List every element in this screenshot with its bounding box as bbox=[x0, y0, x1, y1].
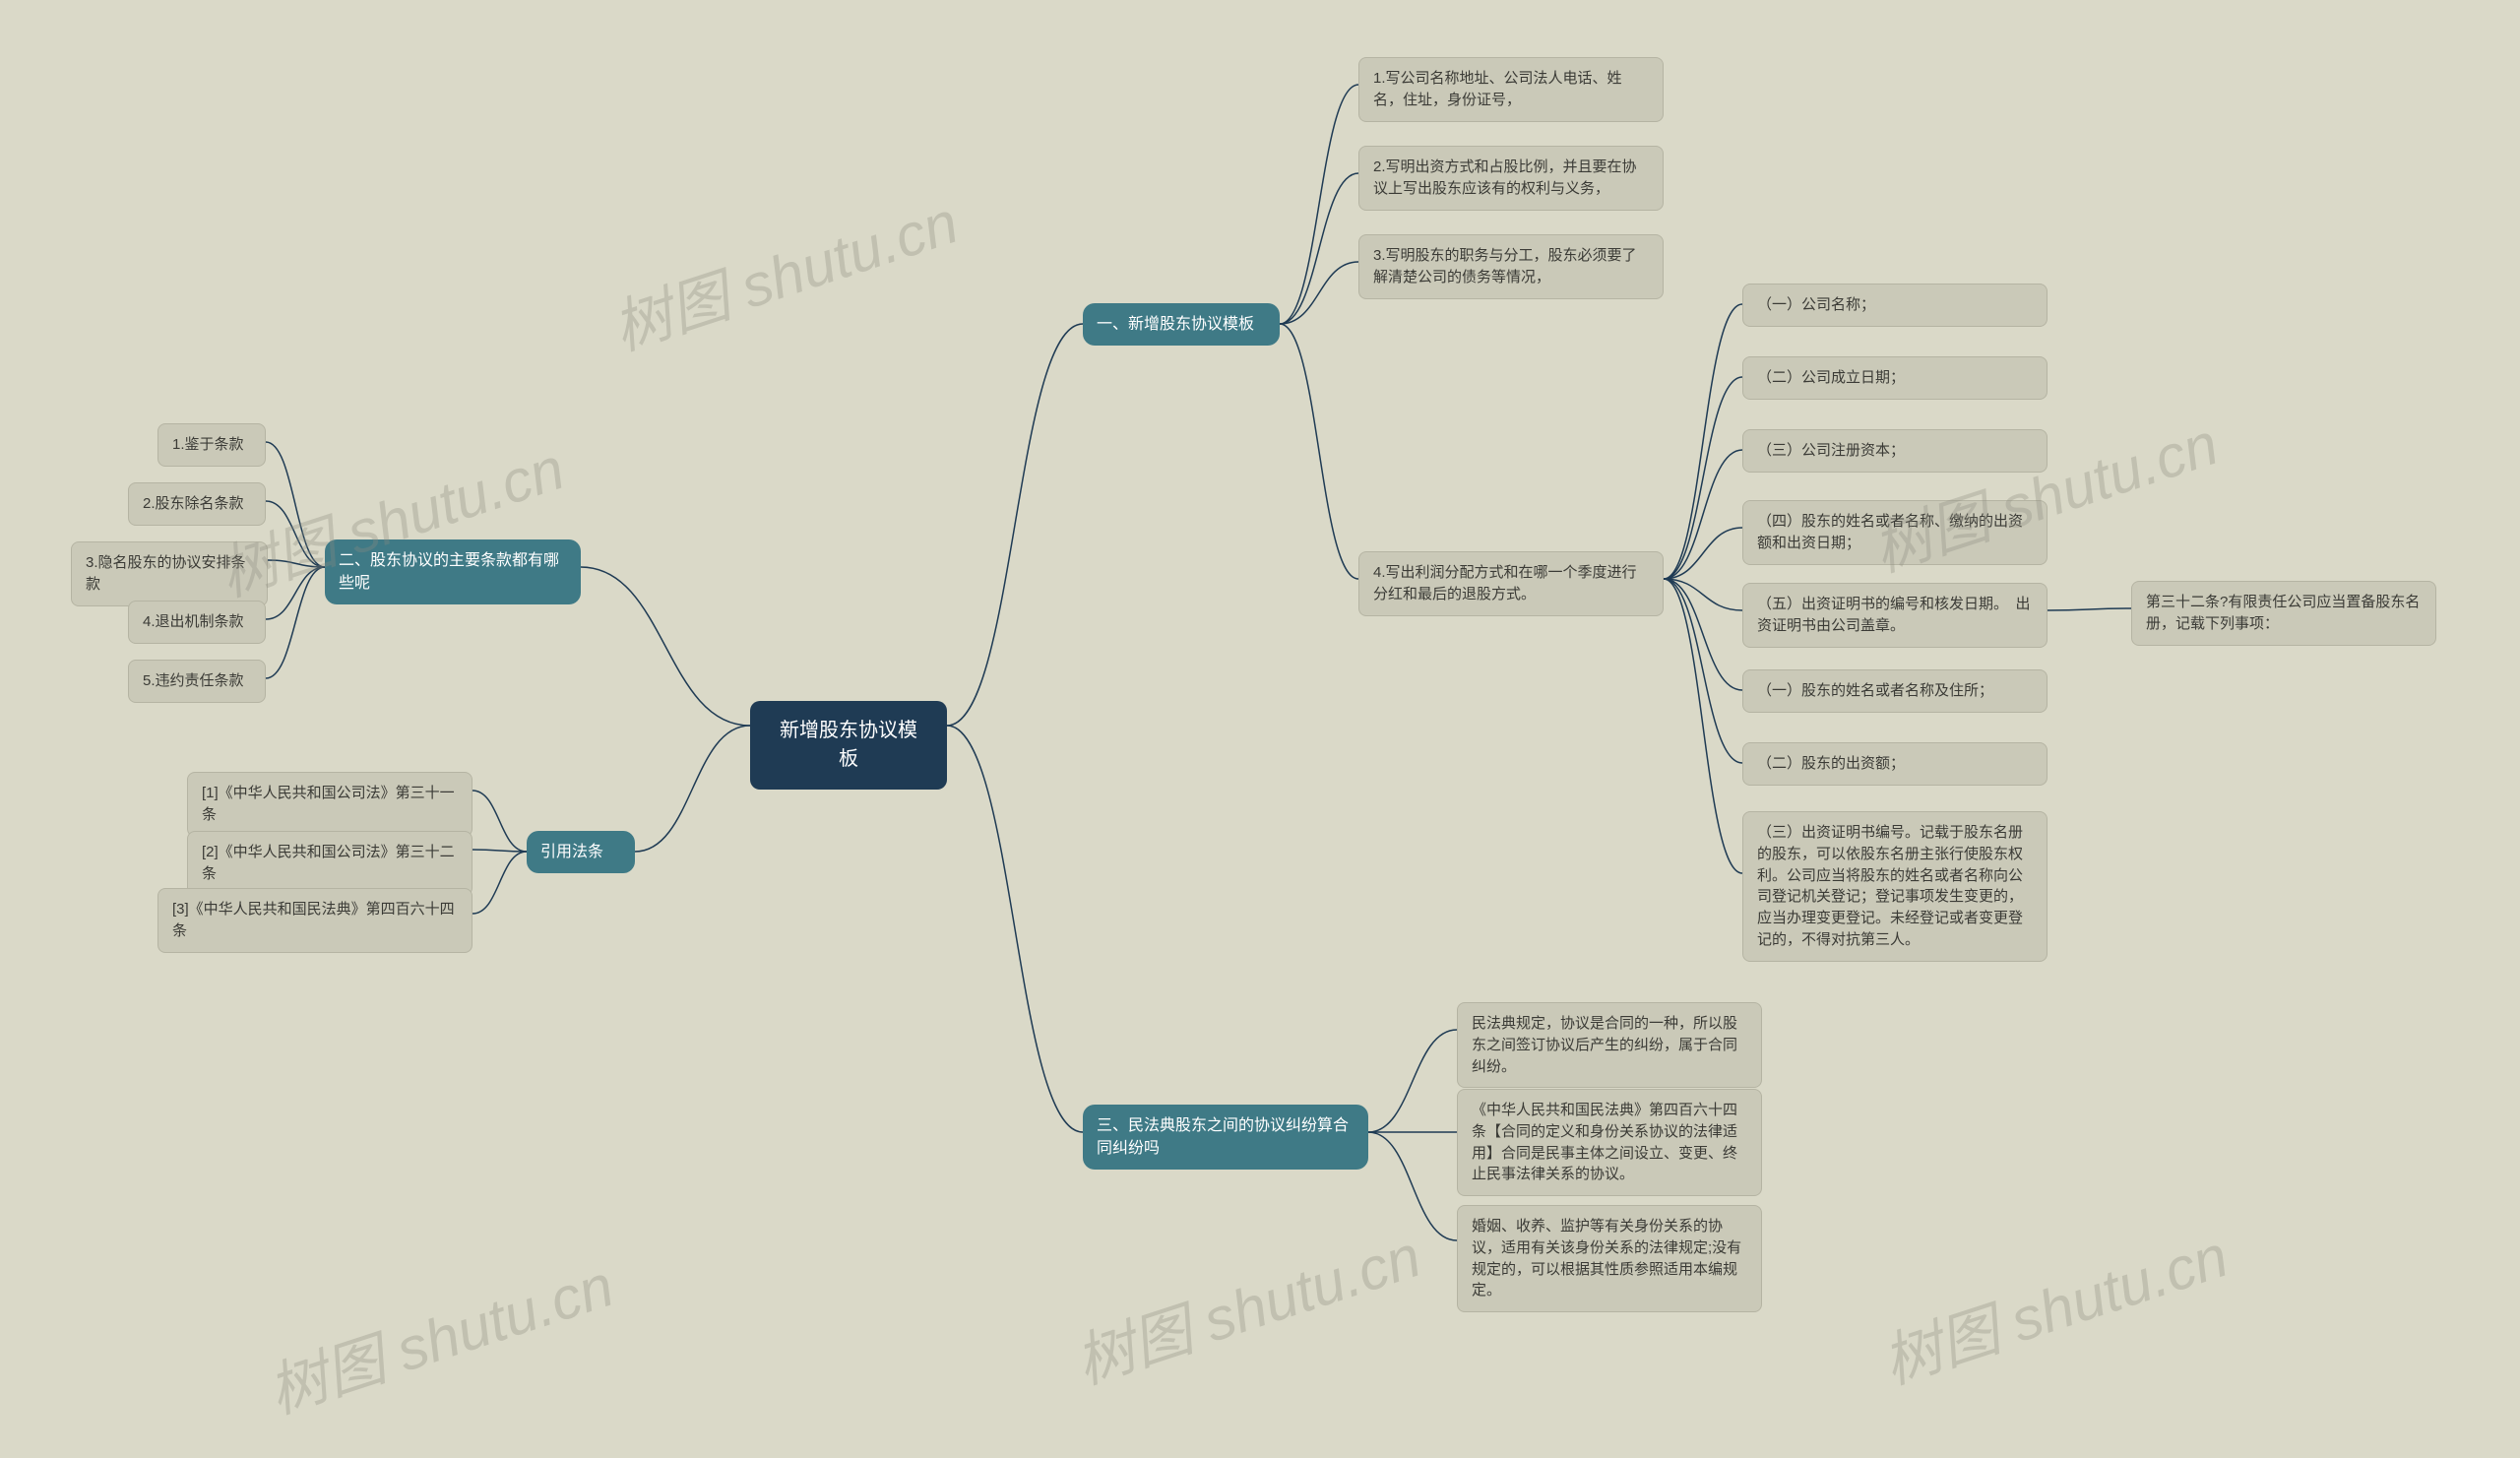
leaf-node: （一）公司名称； bbox=[1742, 284, 2048, 327]
leaf-node: [1]《中华人民共和国公司法》第三十一条 bbox=[187, 772, 472, 837]
branch-node[interactable]: 三、民法典股东之间的协议纠纷算合同纠纷吗 bbox=[1083, 1105, 1368, 1170]
leaf-node: 《中华人民共和国民法典》第四百六十四条【合同的定义和身份关系协议的法律适用】合同… bbox=[1457, 1089, 1762, 1196]
leaf-node: 婚姻、收养、监护等有关身份关系的协议，适用有关该身份关系的法律规定;没有规定的，… bbox=[1457, 1205, 1762, 1312]
branch-node[interactable]: 二、股东协议的主要条款都有哪些呢 bbox=[325, 539, 581, 604]
leaf-node: [2]《中华人民共和国公司法》第三十二条 bbox=[187, 831, 472, 896]
watermark: 树图 shutu.cn bbox=[600, 175, 968, 367]
leaf-node: 第三十二条?有限责任公司应当置备股东名册，记载下列事项： bbox=[2131, 581, 2436, 646]
watermark: 树图 shutu.cn bbox=[1063, 1209, 1430, 1401]
leaf-node: 2.写明出资方式和占股比例，并且要在协议上写出股东应该有的权利与义务， bbox=[1358, 146, 1664, 211]
leaf-node: （四）股东的姓名或者名称、缴纳的出资额和出资日期； bbox=[1742, 500, 2048, 565]
leaf-node: 4.写出利润分配方式和在哪一个季度进行分红和最后的退股方式。 bbox=[1358, 551, 1664, 616]
leaf-node: 民法典规定，协议是合同的一种，所以股东之间签订协议后产生的纠纷，属于合同纠纷。 bbox=[1457, 1002, 1762, 1088]
leaf-node: （二）公司成立日期； bbox=[1742, 356, 2048, 400]
leaf-node: （二）股东的出资额； bbox=[1742, 742, 2048, 786]
leaf-node: （一）股东的姓名或者名称及住所； bbox=[1742, 669, 2048, 713]
leaf-node: 3.写明股东的职务与分工，股东必须要了解清楚公司的债务等情况， bbox=[1358, 234, 1664, 299]
leaf-node: 5.违约责任条款 bbox=[128, 660, 266, 703]
leaf-node: 4.退出机制条款 bbox=[128, 601, 266, 644]
leaf-node: （五）出资证明书的编号和核发日期。 出资证明书由公司盖章。 bbox=[1742, 583, 2048, 648]
watermark: 树图 shutu.cn bbox=[256, 1238, 623, 1430]
leaf-node: [3]《中华人民共和国民法典》第四百六十四条 bbox=[158, 888, 472, 953]
leaf-node: 1.鉴于条款 bbox=[158, 423, 266, 467]
leaf-node: 3.隐名股东的协议安排条款 bbox=[71, 541, 268, 606]
edge-layer bbox=[0, 0, 2520, 1458]
branch-node[interactable]: 一、新增股东协议模板 bbox=[1083, 303, 1280, 346]
branch-node[interactable]: 引用法条 bbox=[527, 831, 635, 873]
watermark: 树图 shutu.cn bbox=[1870, 1209, 2237, 1401]
leaf-node: （三）出资证明书编号。记载于股东名册的股东，可以依股东名册主张行使股东权利。公司… bbox=[1742, 811, 2048, 962]
root-node[interactable]: 新增股东协议模板 bbox=[750, 701, 947, 790]
leaf-node: 1.写公司名称地址、公司法人电话、姓名，住址，身份证号， bbox=[1358, 57, 1664, 122]
leaf-node: （三）公司注册资本； bbox=[1742, 429, 2048, 473]
leaf-node: 2.股东除名条款 bbox=[128, 482, 266, 526]
